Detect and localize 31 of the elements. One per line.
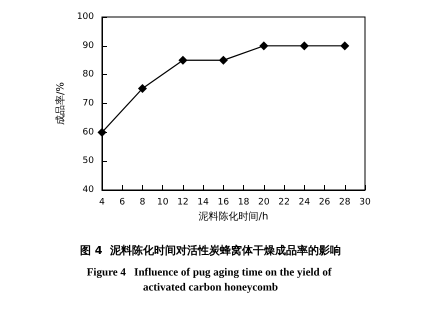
point: [138, 84, 147, 94]
x-tick-label: 18: [238, 198, 250, 208]
y-tick-label: 50: [82, 156, 94, 166]
x-tick-label: 22: [278, 198, 290, 208]
y-tick-label: 60: [82, 127, 94, 138]
point: [178, 56, 188, 65]
x-tick-label: 8: [140, 198, 146, 208]
point: [340, 41, 350, 50]
x-tick-label: 26: [318, 198, 331, 208]
x-axis-title: 泥料陈化时间/h: [198, 210, 268, 222]
y-tick-label: 100: [76, 12, 94, 22]
point: [218, 56, 228, 65]
x-tick-label: 14: [197, 198, 210, 208]
text: Figure 4 Influence of pug aging time on the yield of activated carbon honeycomb: [86, 266, 334, 294]
y-tick-label: 40: [82, 185, 94, 195]
y-tick-label: 90: [82, 40, 94, 51]
x-tick-label: 12: [177, 198, 189, 208]
x-tick-label: 10: [156, 198, 169, 208]
x-tick-label: 6: [119, 198, 126, 208]
x-tick-label: 24: [298, 198, 310, 208]
y-axis-title: 成品率/%: [54, 82, 66, 125]
point: [259, 41, 268, 50]
x-tick-label: 4: [99, 198, 106, 208]
y-tick-label: 70: [82, 98, 94, 108]
text: 图 4 泥料陈化时间对活性炭蜂窝体干燥成品率的影响: [80, 244, 342, 257]
x-tick-label: 30: [359, 198, 371, 208]
x-tick-label: 28: [339, 198, 351, 208]
x-tick-label: 20: [258, 198, 270, 208]
point: [300, 41, 309, 50]
x-tick-label: 16: [218, 198, 230, 208]
y-tick-label: 80: [82, 70, 94, 80]
